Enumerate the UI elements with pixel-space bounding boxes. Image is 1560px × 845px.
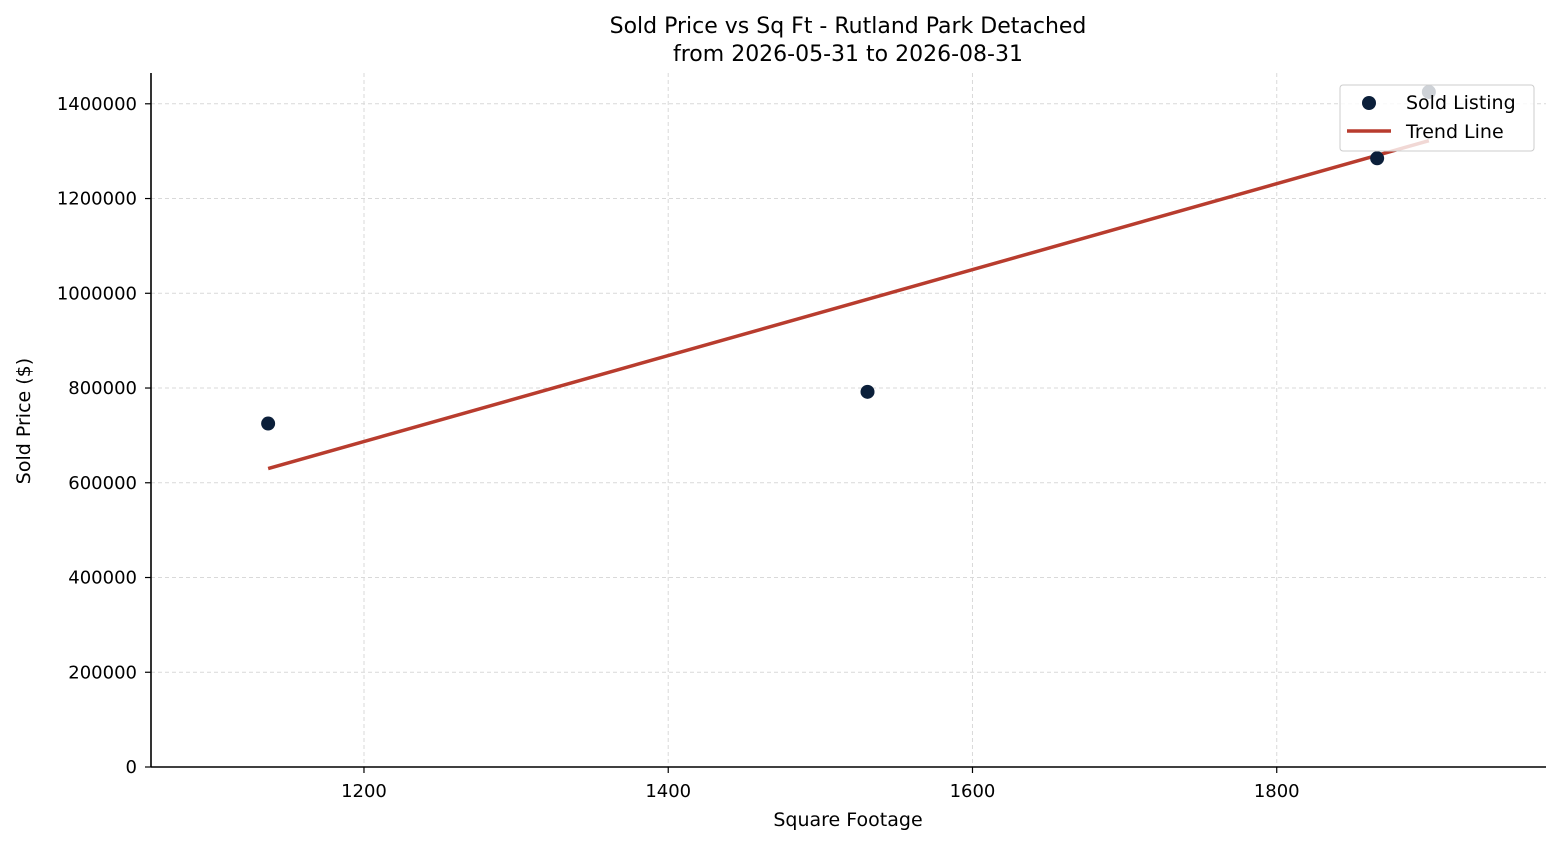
plot-area	[261, 84, 1436, 471]
chart-subtitle: from 2026-05-31 to 2026-08-31	[673, 42, 1023, 67]
chart-title-group: Sold Price vs Sq Ft - Rutland Park Detac…	[610, 14, 1087, 67]
legend-marker-sold-listing	[1362, 96, 1376, 110]
legend-label-trend-line: Trend Line	[1405, 121, 1504, 143]
y-tick-label: 800000	[68, 378, 137, 399]
x-tick-label: 1400	[645, 781, 691, 802]
y-tick-label: 0	[126, 757, 137, 778]
x-axis-label: Square Footage	[773, 809, 922, 831]
y-tick-label: 1400000	[57, 94, 137, 115]
x-tick-label: 1600	[950, 781, 996, 802]
y-tick-label: 1200000	[57, 189, 137, 210]
scatter-point	[1370, 151, 1385, 166]
chart-title: Sold Price vs Sq Ft - Rutland Park Detac…	[610, 14, 1087, 39]
legend: Sold Listing Trend Line	[1339, 84, 1535, 152]
legend-box	[1339, 84, 1535, 152]
y-tick-label: 600000	[68, 473, 137, 494]
scatter-point	[860, 384, 875, 399]
grid-lines	[151, 73, 1546, 767]
trend-line	[267, 139, 1430, 471]
legend-label-sold-listing: Sold Listing	[1406, 92, 1516, 114]
y-axis-label: Sold Price ($)	[13, 358, 35, 484]
y-tick-label: 400000	[68, 568, 137, 589]
axes	[150, 73, 1546, 768]
x-ticks: 1200 1400 1600 1800	[341, 767, 1300, 802]
scatter-point	[261, 416, 276, 431]
y-tick-label: 200000	[68, 662, 137, 683]
x-tick-label: 1800	[1254, 781, 1300, 802]
x-tick-label: 1200	[341, 781, 387, 802]
y-ticks: 0 200000 400000 600000 800000 1000000 1200000 1…	[57, 94, 151, 778]
y-tick-label: 1000000	[57, 283, 137, 304]
